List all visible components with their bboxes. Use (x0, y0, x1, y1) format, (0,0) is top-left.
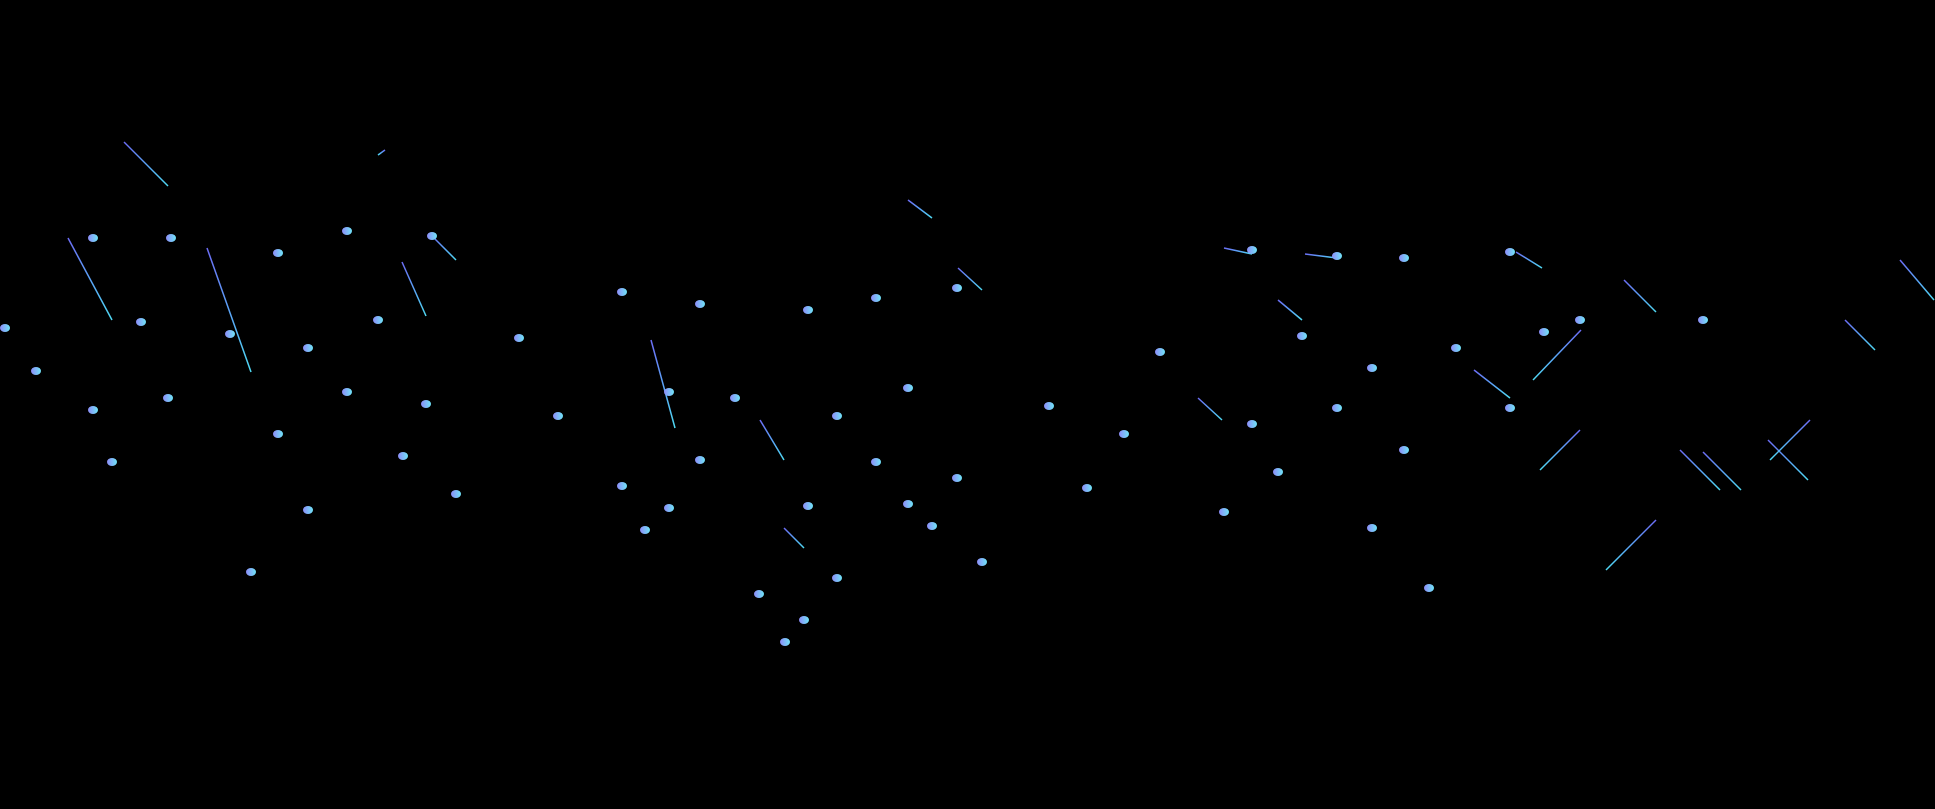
trace-line (123, 141, 169, 187)
trace-endpoint-dots (0, 227, 1708, 646)
trace-line (957, 267, 983, 291)
trace-line (1539, 429, 1581, 471)
trace-line (67, 237, 113, 321)
trace-line (431, 235, 457, 261)
trace-endpoint-dot (832, 412, 842, 420)
trace-endpoint-dot (1273, 468, 1283, 476)
trace-endpoint-dot (1155, 348, 1165, 356)
trace-endpoint-dot (1451, 344, 1461, 352)
trace-line (1899, 259, 1935, 301)
trace-endpoint-dot (1332, 252, 1342, 260)
trace-line (1844, 319, 1876, 351)
trace-endpoint-dot (514, 334, 524, 342)
trace-endpoint-dot (88, 234, 98, 242)
trace-line (401, 261, 427, 317)
trace-line (1223, 247, 1253, 255)
trace-line (206, 247, 252, 373)
trace-endpoint-dot (1119, 430, 1129, 438)
trace-endpoint-dot (31, 367, 41, 375)
trace-endpoint-dot (1505, 248, 1515, 256)
trace-line (1767, 439, 1809, 481)
trace-endpoint-dot (977, 558, 987, 566)
trace-line (1532, 329, 1582, 381)
trace-line (1304, 253, 1338, 259)
trace-endpoint-dot (163, 394, 173, 402)
trace-line (1197, 397, 1223, 421)
trace-line (1515, 251, 1543, 269)
trace-endpoint-dot (1082, 484, 1092, 492)
trace-endpoint-dot (0, 324, 10, 332)
trace-endpoint-dot (427, 232, 437, 240)
trace-endpoint-dot (1698, 316, 1708, 324)
trace-line (650, 339, 676, 429)
trace-endpoint-dot (373, 316, 383, 324)
trace-endpoint-dot (730, 394, 740, 402)
trace-endpoint-dot (342, 227, 352, 235)
trace-line (1623, 279, 1657, 313)
trace-endpoint-dot (695, 456, 705, 464)
trace-endpoint-dot (803, 306, 813, 314)
trace-endpoint-dot (553, 412, 563, 420)
trace-endpoint-dot (1367, 364, 1377, 372)
trace-line (1605, 519, 1657, 571)
trace-endpoint-dot (617, 288, 627, 296)
trace-endpoint-dot (903, 500, 913, 508)
trace-endpoint-dot (903, 384, 913, 392)
trace-endpoint-dot (799, 616, 809, 624)
trace-endpoint-dot (695, 300, 705, 308)
trace-endpoint-dot (1297, 332, 1307, 340)
trace-endpoint-dot (617, 482, 627, 490)
trace-endpoint-dot (1399, 254, 1409, 262)
trace-endpoint-dot (640, 526, 650, 534)
trace-endpoint-dot (1247, 420, 1257, 428)
trace-endpoint-dot (88, 406, 98, 414)
trace-line (1769, 419, 1811, 461)
trace-endpoint-dot (780, 638, 790, 646)
trace-endpoint-dot (1247, 246, 1257, 254)
trace-endpoint-dot (952, 284, 962, 292)
trace-endpoint-dot (832, 574, 842, 582)
trace-endpoint-dot (871, 458, 881, 466)
trace-endpoint-dot (136, 318, 146, 326)
trace-endpoint-dot (1332, 404, 1342, 412)
trace-endpoint-dot (303, 506, 313, 514)
trace-line (783, 527, 805, 549)
trace-endpoint-dot (342, 388, 352, 396)
trace-endpoint-dot (952, 474, 962, 482)
trace-line (759, 419, 785, 461)
trace-endpoint-dot (273, 430, 283, 438)
trace-endpoint-dot (107, 458, 117, 466)
trace-endpoint-dot (166, 234, 176, 242)
trace-line (1277, 299, 1303, 321)
trace-paths (4, 0, 1935, 809)
trace-endpoint-dot (1399, 446, 1409, 454)
trace-endpoint-dot (273, 249, 283, 257)
trace-endpoint-dot (1424, 584, 1434, 592)
trace-line (377, 149, 386, 156)
trace-endpoint-dot (927, 522, 937, 530)
trace-line (1702, 451, 1742, 491)
trace-endpoint-dot (225, 330, 235, 338)
trace-endpoint-dot (451, 490, 461, 498)
trace-endpoint-dot (754, 590, 764, 598)
trace-endpoint-dot (398, 452, 408, 460)
trace-endpoint-dot (664, 504, 674, 512)
trace-endpoint-dot (1505, 404, 1515, 412)
trace-endpoint-dot (1539, 328, 1549, 336)
trace-endpoint-dot (1575, 316, 1585, 324)
trace-endpoint-dot (246, 568, 256, 576)
trace-line (1473, 369, 1511, 399)
trace-endpoint-dot (1367, 524, 1377, 532)
trace-line (907, 199, 933, 219)
trace-line (1679, 449, 1721, 491)
trace-endpoint-dot (421, 400, 431, 408)
trace-endpoint-dot (803, 502, 813, 510)
trace-endpoint-dot (303, 344, 313, 352)
trace-endpoint-dot (871, 294, 881, 302)
trace-endpoint-dot (1219, 508, 1229, 516)
trace-endpoint-dot (664, 388, 674, 396)
trace-endpoint-dot (1044, 402, 1054, 410)
